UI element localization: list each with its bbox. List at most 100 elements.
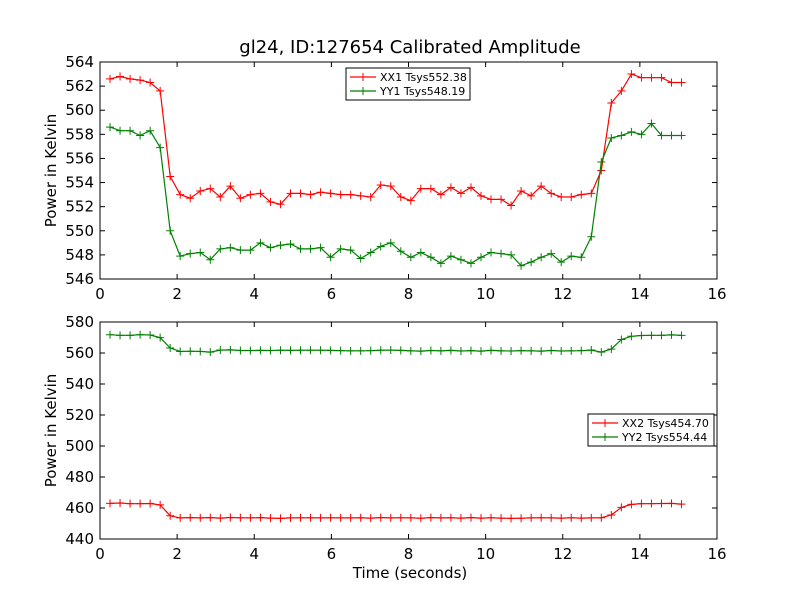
data-point bbox=[166, 344, 175, 353]
x-tick-label: 10 bbox=[476, 545, 495, 563]
data-point bbox=[547, 513, 556, 522]
x-tick-label: 12 bbox=[553, 285, 572, 303]
data-point bbox=[136, 131, 145, 140]
data-point bbox=[226, 513, 235, 522]
data-point bbox=[236, 346, 245, 355]
data-point bbox=[557, 514, 566, 523]
data-point bbox=[216, 346, 225, 355]
data-point bbox=[286, 189, 295, 198]
data-point bbox=[266, 243, 275, 252]
data-point bbox=[256, 189, 265, 198]
data-point bbox=[256, 238, 265, 247]
y-tick-label: 580 bbox=[65, 313, 94, 331]
data-point bbox=[677, 131, 686, 140]
data-point bbox=[657, 499, 666, 508]
data-point bbox=[226, 345, 235, 354]
data-point bbox=[607, 345, 616, 354]
data-point bbox=[166, 226, 175, 235]
data-point bbox=[326, 513, 335, 522]
data-point bbox=[647, 331, 656, 340]
data-point bbox=[306, 190, 315, 199]
data-point bbox=[446, 346, 455, 355]
data-point bbox=[136, 330, 145, 339]
data-point bbox=[456, 514, 465, 523]
data-point bbox=[627, 127, 636, 136]
legend-label: XX2 Tsys454.70 bbox=[622, 417, 709, 430]
data-point bbox=[196, 248, 205, 257]
data-point bbox=[436, 513, 445, 522]
data-point bbox=[426, 513, 435, 522]
data-point bbox=[406, 346, 415, 355]
data-point bbox=[196, 347, 205, 356]
data-point bbox=[416, 184, 425, 193]
data-point bbox=[567, 346, 576, 355]
data-point bbox=[436, 259, 445, 268]
data-point bbox=[456, 346, 465, 355]
x-axis-title: Time (seconds) bbox=[352, 564, 468, 582]
data-point bbox=[316, 513, 325, 522]
data-point bbox=[206, 184, 215, 193]
data-point bbox=[547, 346, 556, 355]
data-point bbox=[246, 346, 255, 355]
y-tick-label: 550 bbox=[65, 222, 94, 240]
y-tick-label: 520 bbox=[65, 406, 94, 424]
x-tick-label: 2 bbox=[172, 545, 182, 563]
data-point bbox=[426, 184, 435, 193]
data-point bbox=[577, 253, 586, 262]
data-point bbox=[667, 330, 676, 339]
data-point bbox=[497, 195, 506, 204]
data-point bbox=[386, 513, 395, 522]
data-point bbox=[106, 499, 115, 508]
data-point bbox=[126, 499, 135, 508]
data-point bbox=[466, 259, 475, 268]
data-point bbox=[436, 346, 445, 355]
legend-frame bbox=[345, 67, 471, 101]
x-tick-label: 6 bbox=[327, 285, 337, 303]
data-point bbox=[386, 238, 395, 247]
data-point bbox=[677, 331, 686, 340]
y-tick-label: 564 bbox=[65, 53, 94, 71]
data-point bbox=[346, 513, 355, 522]
data-point bbox=[657, 331, 666, 340]
data-point bbox=[406, 513, 415, 522]
data-point bbox=[396, 247, 405, 256]
plot-2: 0 2 4 6 8 10 12 14 16 440 460 480 500 520 540 560 580 Pow… bbox=[42, 313, 727, 563]
data-point bbox=[186, 347, 195, 356]
data-point bbox=[256, 346, 265, 355]
data-point bbox=[527, 258, 536, 267]
data-point bbox=[366, 248, 375, 257]
data-point bbox=[487, 248, 496, 257]
x-tick-label: 0 bbox=[95, 545, 105, 563]
data-point bbox=[396, 513, 405, 522]
data-point bbox=[567, 193, 576, 202]
data-point bbox=[186, 194, 195, 203]
y-tick-label: 552 bbox=[65, 198, 94, 216]
data-point bbox=[206, 348, 215, 357]
y-tick-label: 560 bbox=[65, 344, 94, 362]
y-tick-label: 440 bbox=[65, 530, 94, 548]
data-point bbox=[376, 180, 385, 189]
data-point bbox=[206, 255, 215, 264]
chart-title: gl24, ID:127654 Calibrated Amplitude bbox=[239, 37, 580, 58]
data-point bbox=[537, 182, 546, 191]
data-point bbox=[487, 195, 496, 204]
data-point bbox=[607, 98, 616, 107]
data-point bbox=[426, 346, 435, 355]
data-point bbox=[156, 143, 165, 152]
data-point bbox=[336, 244, 345, 253]
data-point bbox=[166, 511, 175, 520]
data-point bbox=[176, 513, 185, 522]
data-point bbox=[507, 514, 516, 523]
legend-marker bbox=[359, 87, 367, 95]
data-point bbox=[557, 193, 566, 202]
data-point bbox=[226, 182, 235, 191]
data-point bbox=[597, 166, 606, 175]
data-point bbox=[416, 514, 425, 523]
data-point bbox=[617, 335, 626, 344]
x-tick-label: 6 bbox=[327, 545, 337, 563]
data-point bbox=[446, 513, 455, 522]
data-point bbox=[346, 246, 355, 255]
data-point bbox=[406, 253, 415, 262]
data-point bbox=[507, 346, 516, 355]
